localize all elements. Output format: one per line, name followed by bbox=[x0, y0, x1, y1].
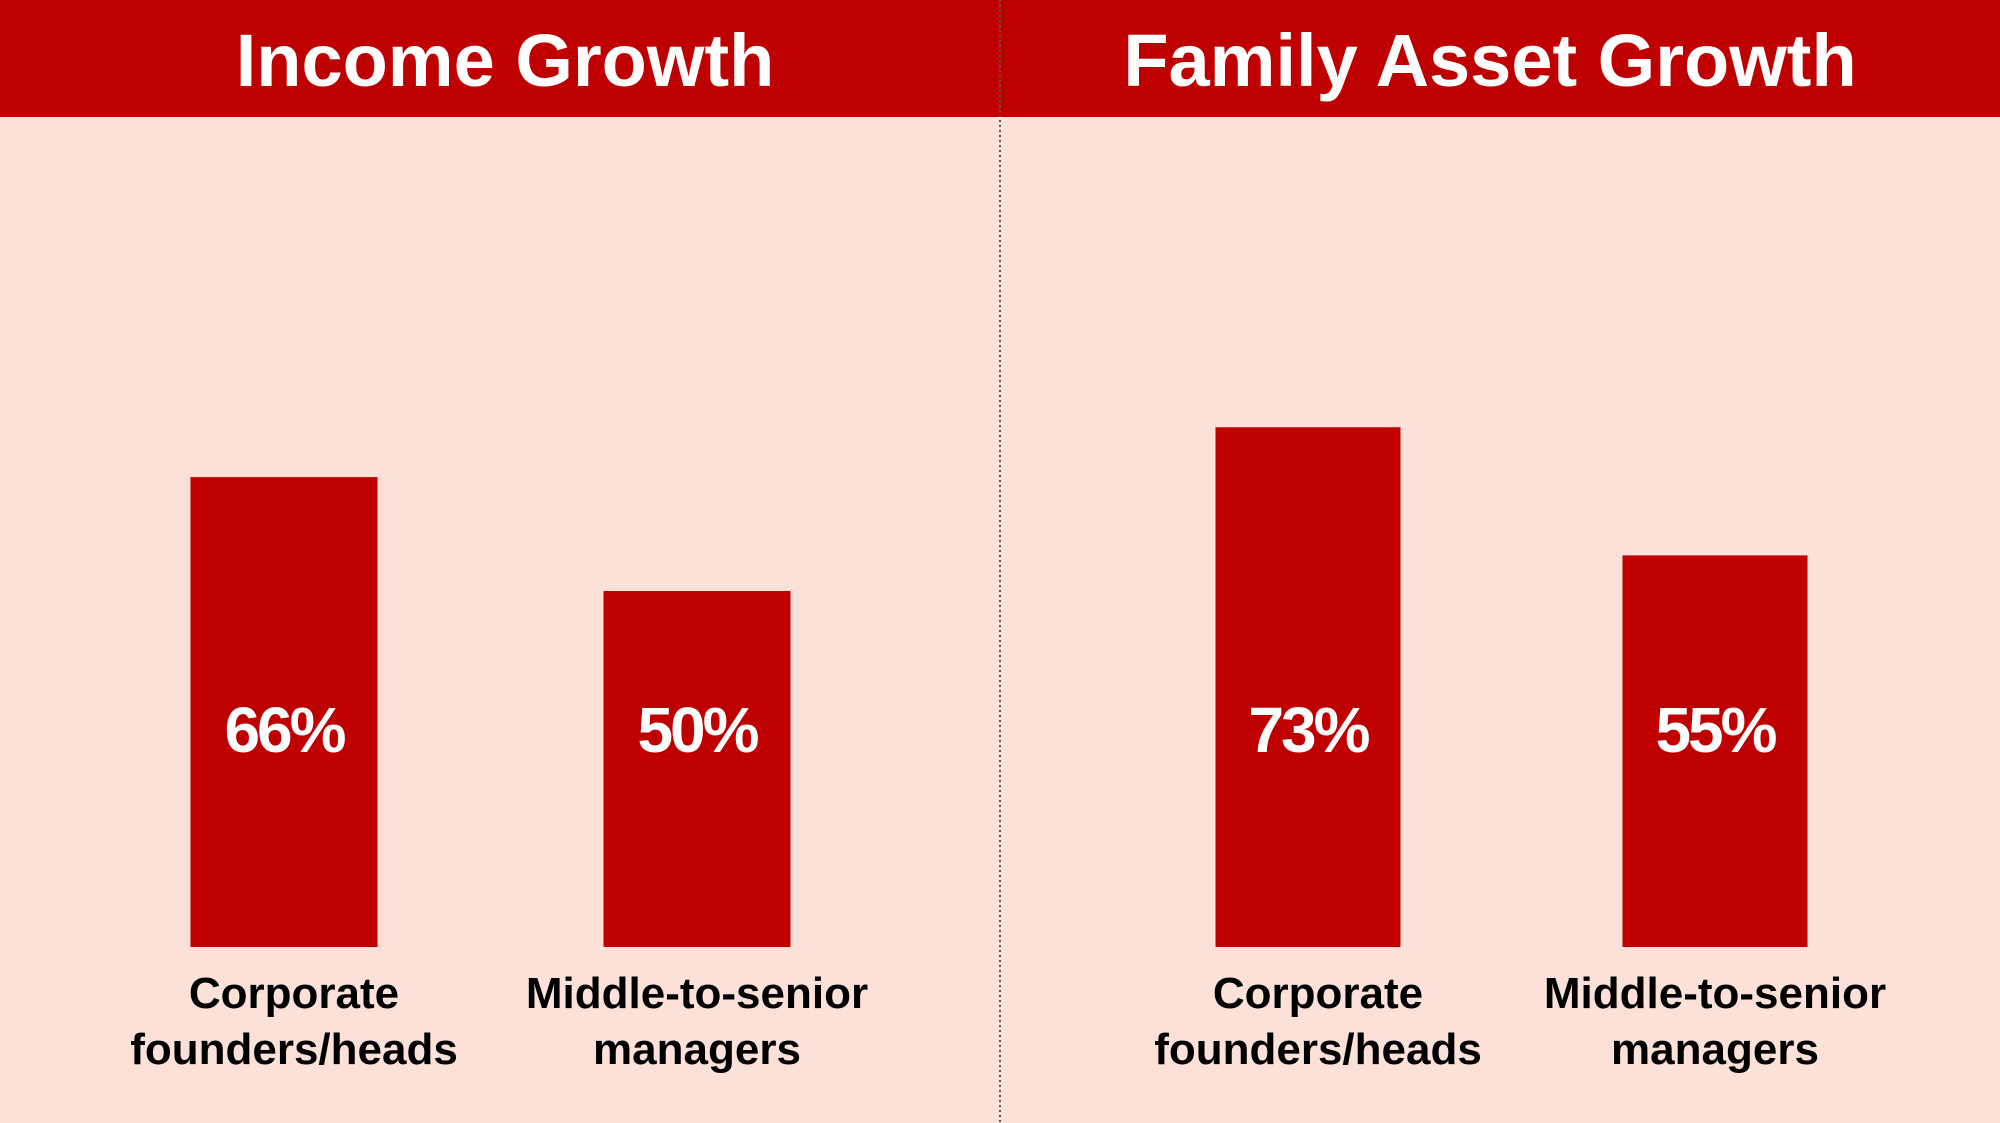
bar-0-1 bbox=[603, 591, 791, 947]
bar-1-1 bbox=[1622, 555, 1808, 947]
category-label-1-0-line-1: founders/heads bbox=[1154, 1025, 1482, 1074]
bar-0-0 bbox=[190, 477, 378, 947]
category-label-1-1-line-0: Middle-to-senior bbox=[1544, 969, 1886, 1018]
panel-title-family-asset-growth: Family Asset Growth bbox=[1123, 19, 1856, 102]
data-label-1-0: 73% bbox=[1248, 694, 1369, 766]
bar-1-0 bbox=[1215, 427, 1401, 947]
header-band bbox=[0, 0, 2000, 117]
category-label-0-0-line-0: Corporate bbox=[189, 969, 399, 1018]
category-label-0-1-line-1: managers bbox=[593, 1025, 801, 1074]
category-label-0-1-line-0: Middle-to-senior bbox=[526, 969, 868, 1018]
panel-title-income-growth: Income Growth bbox=[236, 19, 775, 102]
data-label-0-1: 50% bbox=[637, 694, 758, 766]
data-label-0-0: 66% bbox=[224, 694, 345, 766]
category-label-1-1-line-1: managers bbox=[1611, 1025, 1819, 1074]
category-label-0-0-line-1: founders/heads bbox=[130, 1025, 458, 1074]
data-label-1-1: 55% bbox=[1655, 694, 1776, 766]
category-label-1-0-line-0: Corporate bbox=[1213, 969, 1423, 1018]
